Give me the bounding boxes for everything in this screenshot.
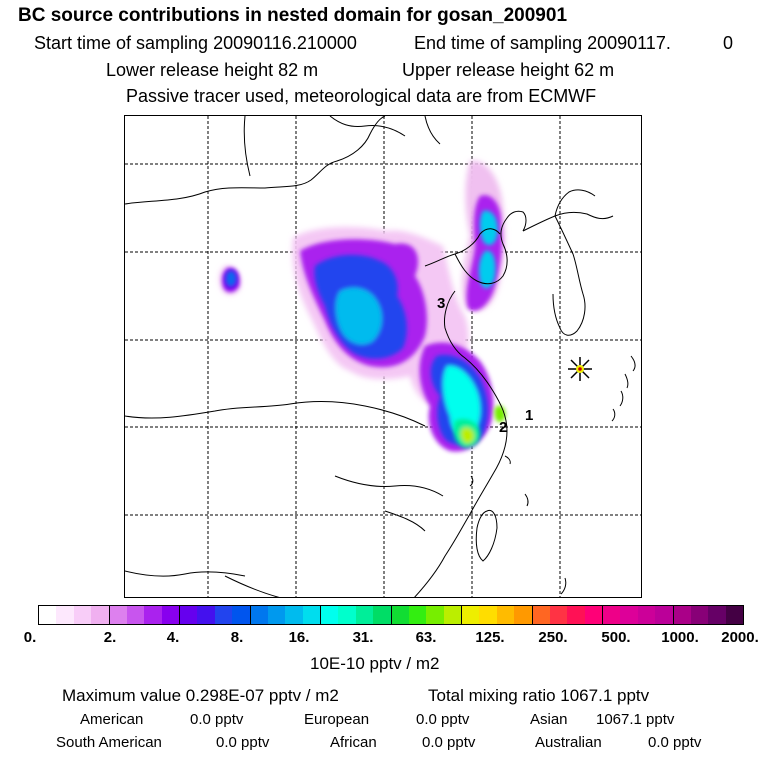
colorbar-tick: 63. [415, 629, 437, 646]
colorbar-segment [496, 606, 515, 624]
colorbar-tick: 250. [538, 629, 568, 646]
region-value-south-american: 0.0 pptv [216, 734, 270, 751]
start-time-text: Start time of sampling 20090116.210000 [34, 33, 357, 53]
cluster-label-1: 1 [525, 407, 533, 424]
colorbar-segment [708, 606, 726, 624]
region-name-asian: Asian [530, 711, 568, 728]
region-value-asian: 1067.1 pptv [596, 711, 675, 728]
lower-release-text: Lower release height 82 m [106, 60, 319, 80]
colorbar-segment [620, 606, 638, 624]
colorbar-segment [549, 606, 568, 624]
colorbar-segment [673, 606, 691, 624]
colorbar-segment [39, 606, 57, 624]
max-value-text: Maximum value 0.298E-07 pptv / m2 [62, 686, 339, 705]
colorbar-tick: 0. [23, 629, 37, 646]
colorbar-segment [426, 606, 444, 624]
colorbar-segment [321, 606, 339, 624]
colorbar-segment [214, 606, 233, 624]
colorbar-tick: 8. [230, 629, 244, 646]
upper-release-text: Upper release height 62 m [402, 60, 615, 80]
colorbar-segment [285, 606, 303, 624]
colorbar-tick: 125. [475, 629, 505, 646]
end-time-suffix: 0 [723, 33, 734, 53]
region-value-australian: 0.0 pptv [648, 734, 702, 751]
colorbar-segment [91, 606, 110, 624]
colorbar-tick: 500. [601, 629, 631, 646]
colorbar-tick: 2000. [721, 629, 759, 646]
receptor-star-icon [568, 357, 592, 381]
region-value-african: 0.0 pptv [422, 734, 476, 751]
colorbar-segment [126, 606, 145, 624]
region-value-american: 0.0 pptv [190, 711, 244, 728]
colorbar-segment [567, 606, 585, 624]
total-mixing-text: Total mixing ratio 1067.1 pptv [428, 686, 650, 705]
colorbar-segment [408, 606, 427, 624]
cluster-label-2: 2 [499, 419, 507, 436]
colorbar-segment [479, 606, 497, 624]
colorbar-segment [73, 606, 92, 624]
region-value-european: 0.0 pptv [416, 711, 470, 728]
region-name-african: African [330, 734, 377, 751]
colorbar-segment [232, 606, 251, 624]
colorbar-tick: 2. [103, 629, 117, 646]
colorbar-tick: 31. [352, 629, 374, 646]
colorbar-segment [144, 606, 162, 624]
colorbar-tick: 1000. [661, 629, 699, 646]
colorbar-segment [56, 606, 74, 624]
tracer-note: Passive tracer used, meteorological data… [126, 86, 597, 106]
colorbar-segment [338, 606, 356, 624]
colorbar-segment [197, 606, 215, 624]
colorbar-segment [725, 606, 743, 624]
colorbar-segment [109, 606, 127, 624]
map-title: BC source contributions in nested domain… [18, 5, 568, 26]
colorbar-segment [302, 606, 321, 624]
colorbar-segment [355, 606, 374, 624]
end-time-text: End time of sampling 20090117. [414, 33, 671, 53]
region-name-american: American [80, 711, 144, 728]
region-name-south-american: South American [56, 734, 162, 751]
colorbar-segment [655, 606, 674, 624]
colorbar-segment [603, 606, 621, 624]
colorbar-segment [180, 606, 198, 624]
colorbar-segment [250, 606, 268, 624]
colorbar-segment [514, 606, 533, 624]
colorbar-tick: 16. [288, 629, 310, 646]
region-name-european: European [304, 711, 370, 728]
colorbar-segment [690, 606, 709, 624]
colorbar-segment [373, 606, 392, 624]
colorbar-segment [637, 606, 656, 624]
colorbar-segment [584, 606, 603, 624]
colorbar-segment [161, 606, 180, 624]
colorbar-units: 10E-10 pptv / m2 [310, 654, 440, 673]
coastlines [125, 116, 636, 597]
colorbar-segment [443, 606, 462, 624]
map-canvas: 3 2 1 [125, 116, 641, 597]
plume-hotspot [453, 405, 506, 448]
colorbar-ticks: 0. 2. 4. 8. 16. 31. 63. 125. 250. 500. 1… [0, 629, 768, 649]
colorbar [38, 605, 744, 625]
colorbar-segment [462, 606, 480, 624]
region-name-australian: Australian [535, 734, 602, 751]
colorbar-segment [532, 606, 550, 624]
colorbar-segment [267, 606, 286, 624]
colorbar-segment [391, 606, 409, 624]
cluster-label-3: 3 [437, 295, 445, 312]
map-panel: 3 2 1 [124, 115, 642, 598]
colorbar-tick: 4. [166, 629, 180, 646]
